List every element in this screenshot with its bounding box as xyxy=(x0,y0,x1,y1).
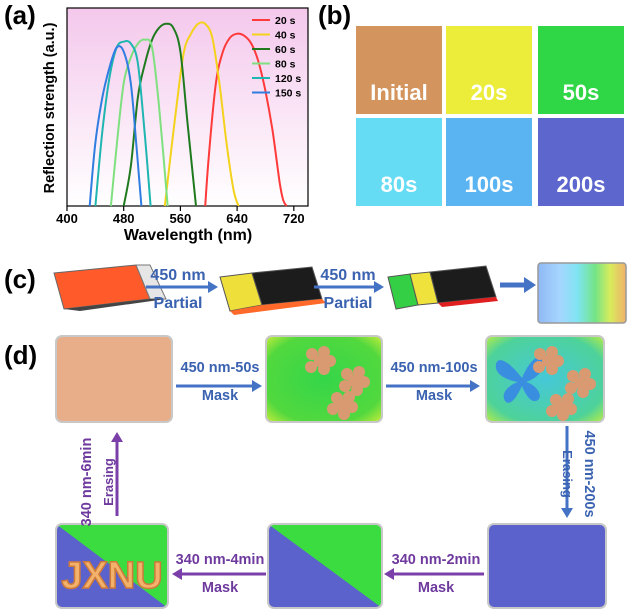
series-line-4 xyxy=(109,38,169,207)
film-d-diagonal xyxy=(268,524,382,608)
legend-label: 120 s xyxy=(275,73,301,85)
d-step2-top: 450 nm-100s xyxy=(390,360,478,376)
film-initial xyxy=(53,264,167,311)
d-step4-bottom: Mask xyxy=(417,580,455,596)
c-step2-bottom: Partial xyxy=(323,295,373,312)
swatch-label: 20s xyxy=(470,80,508,105)
c-step1-bottom: Partial xyxy=(153,295,203,312)
d-step1-bottom: Mask xyxy=(201,388,239,404)
d-step3-top: 450 nm-200s xyxy=(581,430,597,518)
swatch-label: 100s xyxy=(464,172,514,197)
series-line-1 xyxy=(204,32,288,207)
color-swatch: Initial xyxy=(356,26,442,114)
legend-label: 20 s xyxy=(275,15,296,27)
film-partial-1 xyxy=(219,266,326,315)
d-step5-bottom: Mask xyxy=(201,580,239,596)
x-tick-label: 480 xyxy=(113,211,135,226)
color-swatch: 100s xyxy=(446,118,532,206)
d-step2-bottom: Mask xyxy=(415,388,453,404)
x-axis-label: Wavelength (nm) xyxy=(124,227,252,244)
film-d-butterfly xyxy=(485,335,605,423)
swatch-label: 50s xyxy=(562,80,600,105)
d-step5-top: 340 nm-4min xyxy=(175,552,265,568)
x-tick-label: 640 xyxy=(226,211,248,226)
color-swatch: 50s xyxy=(538,26,624,114)
panel-c-process xyxy=(53,262,627,324)
reflection-chart: 400 480 560 640 720 20 s 40 s 60 s 80 s 120 s 150… xyxy=(42,7,309,244)
film-d-flowers xyxy=(265,335,383,423)
swatch-label: 200s xyxy=(556,172,606,197)
y-axis-label: Reflection strength (a.u.) xyxy=(42,22,58,193)
series-line-6 xyxy=(88,45,143,207)
panel-label-b: (b) xyxy=(318,0,352,30)
d-step6-bottom: Erasing xyxy=(101,458,116,506)
series-line-3 xyxy=(122,22,197,207)
series-line-5 xyxy=(94,40,152,207)
legend-label: 80 s xyxy=(275,59,296,71)
film-d-jxnu xyxy=(56,524,168,608)
legend-label: 60 s xyxy=(275,44,296,56)
color-swatch: 200s xyxy=(538,118,624,206)
legend-label: 40 s xyxy=(275,30,296,42)
color-swatch: 80s xyxy=(356,118,442,206)
x-tick-label: 720 xyxy=(283,211,305,226)
d-step6-label: 340 nm-6min Erasing xyxy=(76,432,120,532)
panel-label-d: (d) xyxy=(4,340,38,370)
film-d-erased xyxy=(487,523,607,609)
final-gradient-film xyxy=(537,262,627,324)
x-tick-label: 400 xyxy=(56,211,78,226)
d-step3-label: 450 nm-200s Erasing xyxy=(556,424,600,524)
plot-area xyxy=(66,7,309,207)
panel-d-process: JXNU xyxy=(55,335,607,609)
d-step1-top: 450 nm-50s xyxy=(180,360,260,376)
film-d-initial xyxy=(55,335,173,423)
d-step6-top: 340 nm-6min xyxy=(79,437,95,527)
jxnu-pattern-text: JXNU xyxy=(61,555,162,597)
panel-label-c: (c) xyxy=(4,264,36,294)
c-step1-top: 450 nm xyxy=(150,267,206,284)
film-partial-2 xyxy=(387,265,498,310)
c-step2-top: 450 nm xyxy=(320,267,376,284)
x-tick-label: 560 xyxy=(170,211,192,226)
legend-label: 150 s xyxy=(275,88,301,100)
swatch-label: Initial xyxy=(370,80,428,105)
color-swatch: 20s xyxy=(446,26,532,114)
swatch-label: 80s xyxy=(380,172,418,197)
d-step3-bottom: Erasing xyxy=(560,450,575,498)
panel-label-a: (a) xyxy=(4,0,36,30)
d-step4-top: 340 nm-2min xyxy=(391,552,481,568)
series-line-2 xyxy=(163,21,240,207)
